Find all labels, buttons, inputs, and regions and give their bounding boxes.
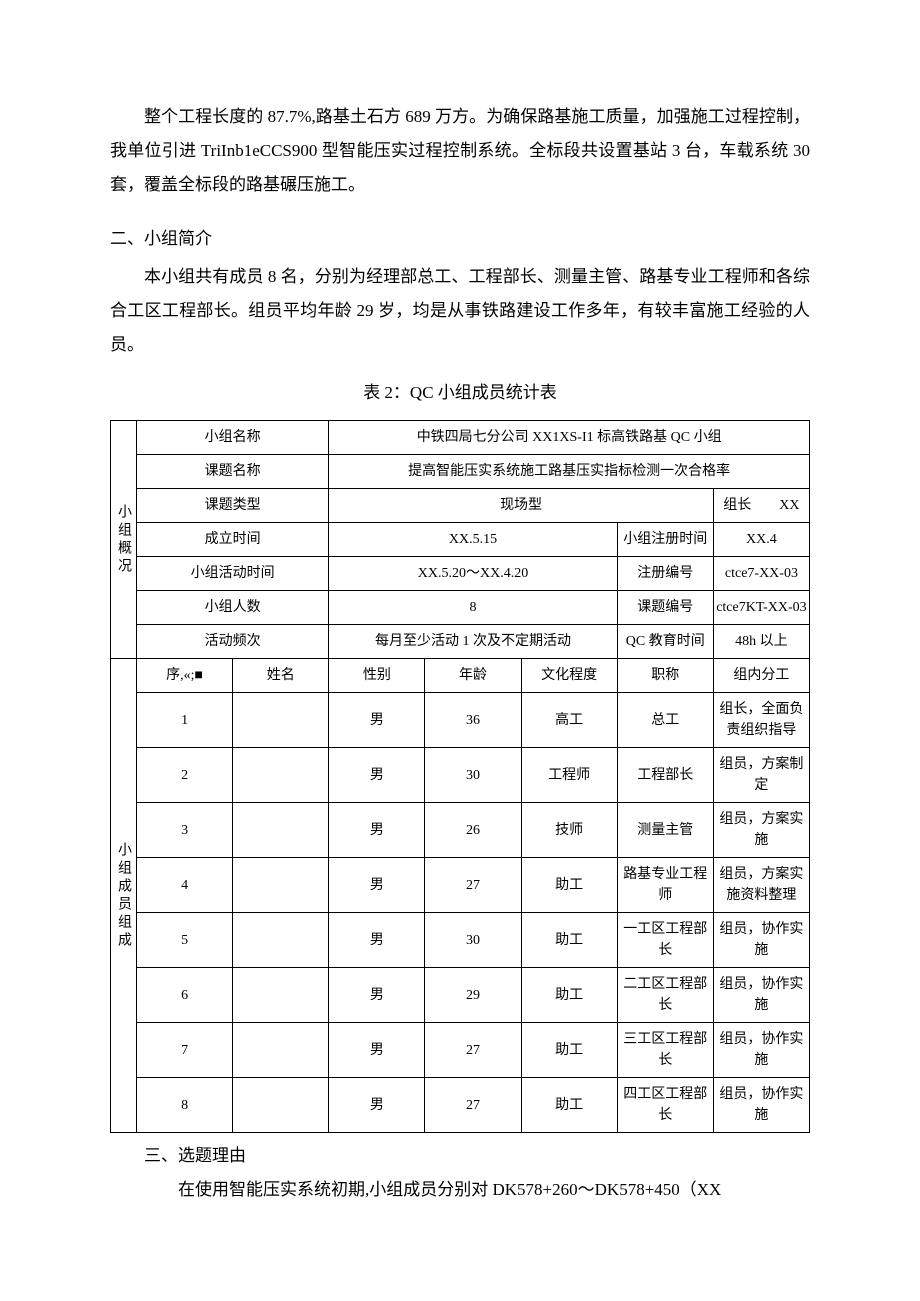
table-row: 1男36高工总工组长，全面负责组织指导: [111, 693, 810, 748]
qc-team-table: 小组概况 小组名称 中铁四局七分公司 XX1XS-I1 标高铁路基 QC 小组 …: [110, 420, 810, 1133]
intro-paragraph: 整个工程长度的 87.7%,路基土石方 689 万方。为确保路基施工质量，加强施…: [110, 100, 810, 202]
reg-no-label: 注册编号: [617, 557, 713, 591]
member-count-label: 小组人数: [137, 591, 329, 625]
table-caption: 表 2：QC 小组成员统计表: [110, 376, 810, 410]
topic-name-value: 提高智能压实系统施工路基压实指标检测一次合格率: [329, 455, 810, 489]
table-row: 5男30助工一工区工程部长组员，协作实施: [111, 913, 810, 968]
freq-value: 每月至少活动 1 次及不定期活动: [329, 625, 617, 659]
activity-time-value: XX.5.20～XX.4.20: [329, 557, 617, 591]
members-side-label: 小组成员组成: [111, 659, 137, 1133]
topic-name-label: 课题名称: [137, 455, 329, 489]
col-sex: 性别: [329, 659, 425, 693]
freq-label: 活动频次: [137, 625, 329, 659]
col-name: 姓名: [233, 659, 329, 693]
founded-label: 成立时间: [137, 523, 329, 557]
section-2-heading: 二、小组简介: [110, 222, 810, 256]
topic-type-label: 课题类型: [137, 489, 329, 523]
reg-no-value: ctce7-XX-03: [713, 557, 809, 591]
table-row: 3男26技师测量主管组员，方案实施: [111, 803, 810, 858]
group-name-label: 小组名称: [137, 421, 329, 455]
table-row: 2男30工程师工程部长组员，方案制定: [111, 748, 810, 803]
activity-time-label: 小组活动时间: [137, 557, 329, 591]
group-name-value: 中铁四局七分公司 XX1XS-I1 标高铁路基 QC 小组: [329, 421, 810, 455]
overview-side-label: 小组概况: [111, 421, 137, 659]
table-row: 4男27助工路基专业工程师组员，方案实施资料整理: [111, 858, 810, 913]
founded-value: XX.5.15: [329, 523, 617, 557]
leader-cell: 组长 XX: [713, 489, 809, 523]
reg-time-label: 小组注册时间: [617, 523, 713, 557]
topic-type-value: 现场型: [329, 489, 714, 523]
col-role: 组内分工: [713, 659, 809, 693]
edu-value: 48h 以上: [713, 625, 809, 659]
topic-no-label: 课题编号: [617, 591, 713, 625]
col-seq: 序,«;■: [137, 659, 233, 693]
table-row: 8男27助工四工区工程部长组员，协作实施: [111, 1078, 810, 1133]
table-row: 7男27助工三工区工程部长组员，协作实施: [111, 1023, 810, 1078]
section-3-paragraph: 在使用智能压实系统初期,小组成员分别对 DK578+260～DK578+450（…: [110, 1173, 810, 1207]
section-2-paragraph: 本小组共有成员 8 名，分别为经理部总工、工程部长、测量主管、路基专业工程师和各…: [110, 260, 810, 362]
edu-label: QC 教育时间: [617, 625, 713, 659]
col-title: 职称: [617, 659, 713, 693]
topic-no-value: ctce7KT-XX-03: [713, 591, 809, 625]
section-3-heading: 三、选题理由: [110, 1139, 810, 1173]
member-count-value: 8: [329, 591, 617, 625]
reg-time-value: XX.4: [713, 523, 809, 557]
col-age: 年龄: [425, 659, 521, 693]
table-row: 6男29助工二工区工程部长组员，协作实施: [111, 968, 810, 1023]
col-edu: 文化程度: [521, 659, 617, 693]
